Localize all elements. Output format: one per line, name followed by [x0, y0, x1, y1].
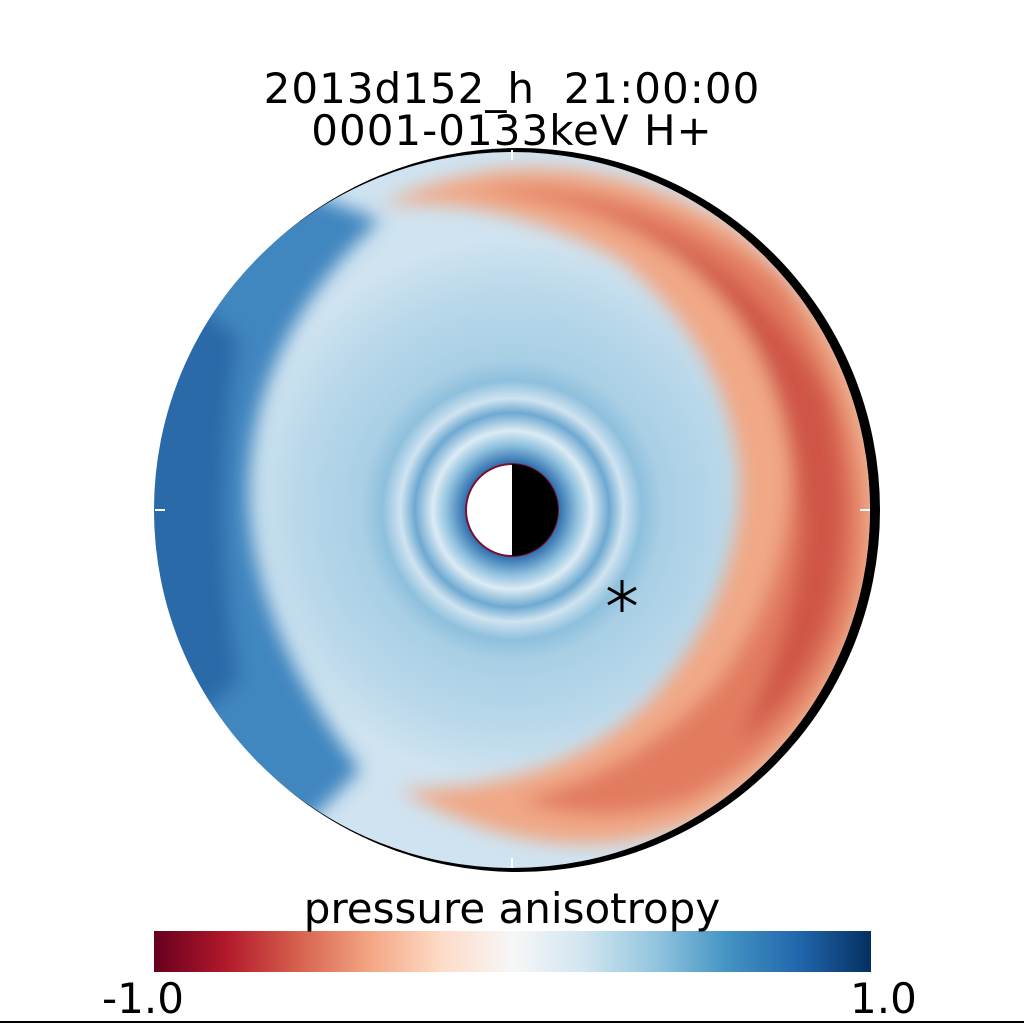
colorbar-max-label: 1.0 — [850, 974, 917, 1023]
colorbar-label: pressure anisotropy — [303, 884, 721, 933]
colorbar — [154, 931, 871, 972]
earth-night-side — [512, 464, 558, 556]
plot-subtitle: 0001-0133keV H+ — [311, 106, 713, 155]
colorbar-min-label: -1.0 — [102, 974, 184, 1023]
bottom-border — [0, 1021, 1024, 1023]
satellite-marker-icon — [607, 580, 637, 612]
plot-title: 2013d152_h 21:00:00 — [263, 64, 761, 113]
